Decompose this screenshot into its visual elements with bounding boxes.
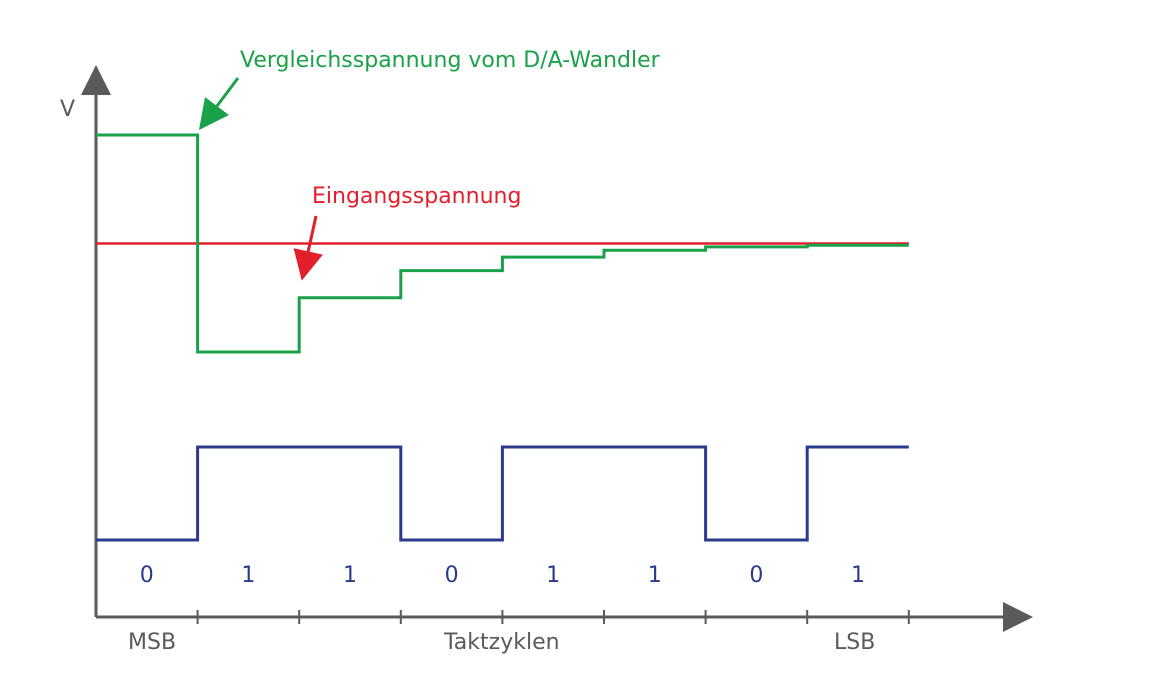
bit-label: 0 (749, 563, 763, 588)
bit-label: 0 (140, 563, 154, 588)
lsb-label: LSB (834, 630, 875, 655)
bit-label: 1 (241, 563, 255, 588)
dac-label-arrow (199, 77, 240, 130)
input-label: Eingangsspannung (312, 184, 521, 209)
bit-label: 1 (851, 563, 865, 588)
y-axis-label: V (60, 97, 75, 122)
bit-label: 1 (648, 563, 662, 588)
dac-label: Vergleichsspannung vom D/A-Wandler (240, 48, 661, 73)
bit-labels: 0 1 1 0 1 1 0 1 (140, 563, 865, 588)
x-axis-label: Taktzyklen (443, 630, 560, 655)
bit-signal-line (96, 445, 909, 542)
dac-voltage-line (96, 133, 909, 354)
bit-label: 1 (343, 563, 357, 588)
input-label-arrow (293, 215, 323, 281)
x-axis-ticks (196, 610, 910, 624)
bit-label: 1 (546, 563, 560, 588)
bit-label: 0 (445, 563, 459, 588)
msb-label: MSB (128, 630, 176, 655)
